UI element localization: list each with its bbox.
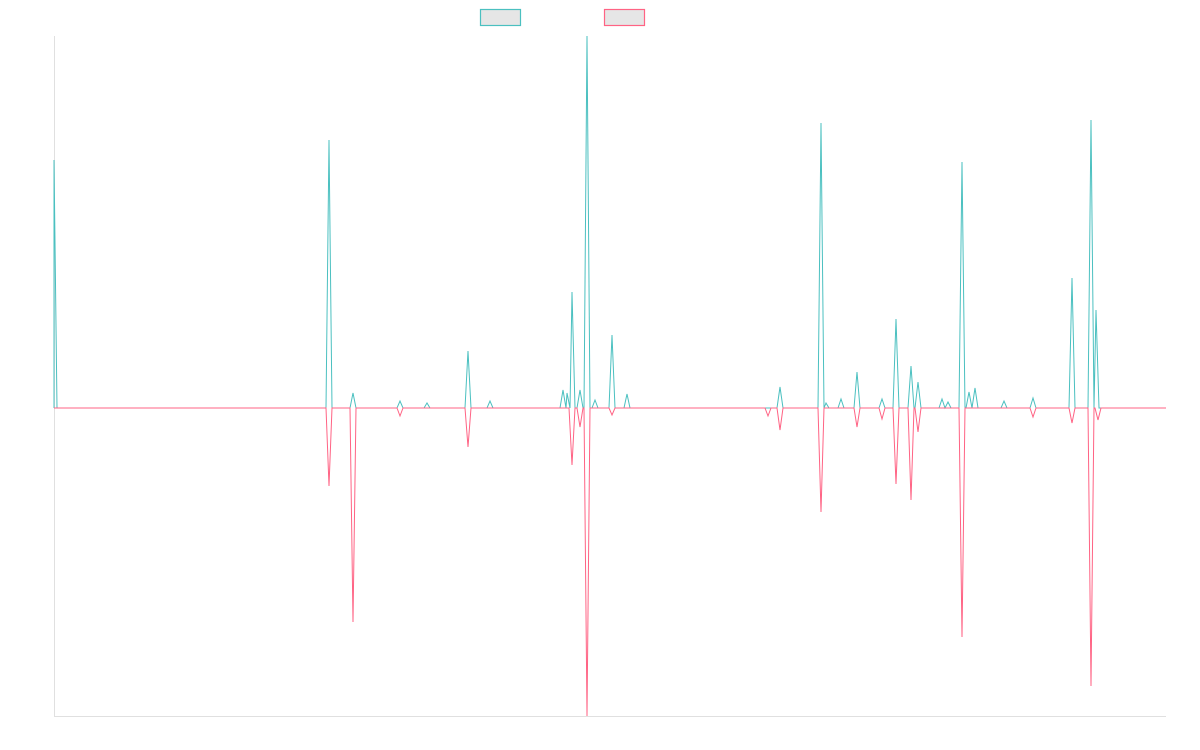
series-line-2 (54, 407, 1166, 717)
legend-swatch-series-1[interactable] (479, 8, 522, 27)
legend-swatch-series-2[interactable] (603, 8, 646, 27)
series-line-1 (53, 35, 1166, 410)
